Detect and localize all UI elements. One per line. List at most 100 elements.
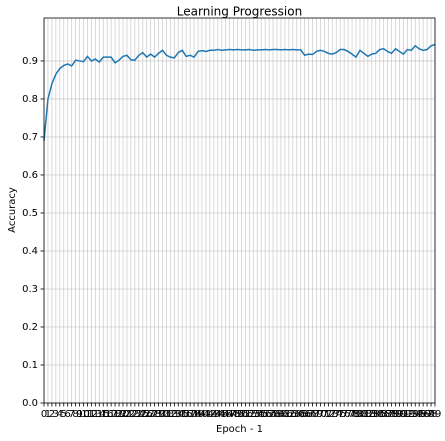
chart-title: Learning Progression bbox=[177, 5, 302, 19]
x-tick-label: 88 bbox=[385, 409, 398, 420]
x-tick-label: 62 bbox=[283, 409, 296, 420]
y-axis-label: Accuracy bbox=[7, 187, 18, 233]
x-tick-label: 30 bbox=[156, 409, 169, 420]
x-tick-label: 93 bbox=[405, 409, 418, 420]
x-tick-label: 82 bbox=[361, 409, 374, 420]
x-tick-label: 70 bbox=[314, 409, 327, 420]
x-tick-label: 29 bbox=[152, 409, 165, 420]
x-tick-label: 98 bbox=[425, 409, 438, 420]
x-tick-label: 1 bbox=[45, 409, 51, 420]
x-tick-label: 3 bbox=[53, 409, 59, 420]
x-tick-label: 84 bbox=[369, 409, 382, 420]
x-tick-label: 22 bbox=[125, 409, 138, 420]
x-tick-label: 26 bbox=[140, 409, 153, 420]
x-tick-label: 89 bbox=[389, 409, 402, 420]
x-tick-label: 17 bbox=[105, 409, 118, 420]
y-tick-label: 0.5 bbox=[22, 208, 38, 219]
x-tick-label: 87 bbox=[381, 409, 394, 420]
x-tick-label: 39 bbox=[192, 409, 205, 420]
x-tick-label: 6 bbox=[65, 409, 71, 420]
x-tick-label: 35 bbox=[176, 409, 189, 420]
x-tick-label: 52 bbox=[243, 409, 256, 420]
y-tick-label: 0.3 bbox=[22, 284, 38, 295]
x-tick-label: 28 bbox=[148, 409, 161, 420]
x-tick-label: 8 bbox=[72, 409, 78, 420]
x-tick-label: 63 bbox=[286, 409, 299, 420]
x-tick-label: 37 bbox=[184, 409, 197, 420]
x-tick-label: 10 bbox=[77, 409, 90, 420]
y-tick-label: 0.6 bbox=[22, 170, 38, 181]
x-tick-label: 91 bbox=[397, 409, 410, 420]
x-tick-label: 13 bbox=[89, 409, 102, 420]
x-tick-label: 67 bbox=[302, 409, 315, 420]
x-tick-label: 46 bbox=[219, 409, 232, 420]
x-tick-label: 54 bbox=[251, 409, 264, 420]
x-tick-label: 9 bbox=[76, 409, 82, 420]
x-tick-label: 21 bbox=[121, 409, 134, 420]
x-tick-label: 27 bbox=[144, 409, 157, 420]
x-tick-label: 48 bbox=[227, 409, 240, 420]
x-tick-label: 73 bbox=[326, 409, 339, 420]
x-tick-label: 51 bbox=[239, 409, 252, 420]
x-tick-label: 56 bbox=[259, 409, 272, 420]
x-tick-label: 64 bbox=[290, 409, 303, 420]
x-tick-label: 58 bbox=[267, 409, 280, 420]
x-tick-label: 71 bbox=[318, 409, 331, 420]
x-tick-label: 11 bbox=[81, 409, 94, 420]
x-tick-label: 45 bbox=[215, 409, 228, 420]
x-tick-label: 19 bbox=[113, 409, 126, 420]
x-tick-label: 79 bbox=[350, 409, 363, 420]
x-tick-label: 33 bbox=[168, 409, 181, 420]
y-tick-label: 0.9 bbox=[22, 56, 38, 67]
x-axis-label: Epoch - 1 bbox=[216, 424, 263, 435]
x-tick-label: 66 bbox=[298, 409, 311, 420]
x-tick-label: 32 bbox=[164, 409, 177, 420]
x-tick-label: 74 bbox=[330, 409, 343, 420]
x-tick-label: 41 bbox=[200, 409, 213, 420]
plot-frame bbox=[43, 17, 436, 404]
x-tick-label: 36 bbox=[180, 409, 193, 420]
x-tick-label: 50 bbox=[235, 409, 248, 420]
x-tick-label: 65 bbox=[294, 409, 307, 420]
x-tick-label: 76 bbox=[338, 409, 351, 420]
x-tick-label: 24 bbox=[132, 409, 145, 420]
x-tick-label: 4 bbox=[57, 409, 63, 420]
y-tick-label: 0.2 bbox=[22, 322, 38, 333]
x-tick-label: 61 bbox=[279, 409, 292, 420]
x-tick-label: 59 bbox=[271, 409, 284, 420]
x-tick-label: 15 bbox=[97, 409, 110, 420]
x-tick-label: 86 bbox=[377, 409, 390, 420]
x-tick-label: 77 bbox=[342, 409, 355, 420]
x-tick-label: 5 bbox=[61, 409, 67, 420]
x-tick-label: 7 bbox=[68, 409, 74, 420]
y-tick-label: 0.7 bbox=[22, 132, 38, 143]
x-tick-label: 97 bbox=[421, 409, 434, 420]
x-tick-label: 0 bbox=[41, 409, 47, 420]
x-tick-label: 53 bbox=[247, 409, 260, 420]
x-tick-label: 60 bbox=[275, 409, 288, 420]
y-tick-label: 0.0 bbox=[22, 398, 38, 409]
x-tick-label: 34 bbox=[172, 409, 185, 420]
x-tick-label: 47 bbox=[223, 409, 236, 420]
x-tick-label: 44 bbox=[211, 409, 224, 420]
x-tick-label: 38 bbox=[188, 409, 201, 420]
x-tick-label: 96 bbox=[417, 409, 430, 420]
x-tick-label: 95 bbox=[413, 409, 426, 420]
x-tick-label: 18 bbox=[109, 409, 122, 420]
x-tick-label: 83 bbox=[365, 409, 378, 420]
x-tick-label: 25 bbox=[136, 409, 149, 420]
x-tick-label: 90 bbox=[393, 409, 406, 420]
x-tick-label: 42 bbox=[204, 409, 217, 420]
x-tick-label: 81 bbox=[358, 409, 371, 420]
x-tick-label: 14 bbox=[93, 409, 106, 420]
x-tick-label: 99 bbox=[429, 409, 442, 420]
x-tick-label: 57 bbox=[263, 409, 276, 420]
x-tick-label: 40 bbox=[196, 409, 209, 420]
x-tick-label: 16 bbox=[101, 409, 114, 420]
x-tick-label: 49 bbox=[231, 409, 244, 420]
y-tick-label: 0.1 bbox=[22, 360, 38, 371]
x-tick-label: 72 bbox=[322, 409, 335, 420]
y-tick-label: 0.8 bbox=[22, 94, 38, 105]
